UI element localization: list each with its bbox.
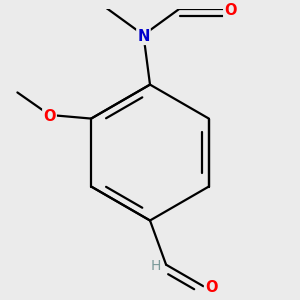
Text: O: O (43, 109, 56, 124)
Text: H: H (150, 259, 161, 273)
Text: O: O (205, 280, 217, 295)
Text: N: N (137, 29, 150, 44)
Text: O: O (224, 3, 237, 18)
